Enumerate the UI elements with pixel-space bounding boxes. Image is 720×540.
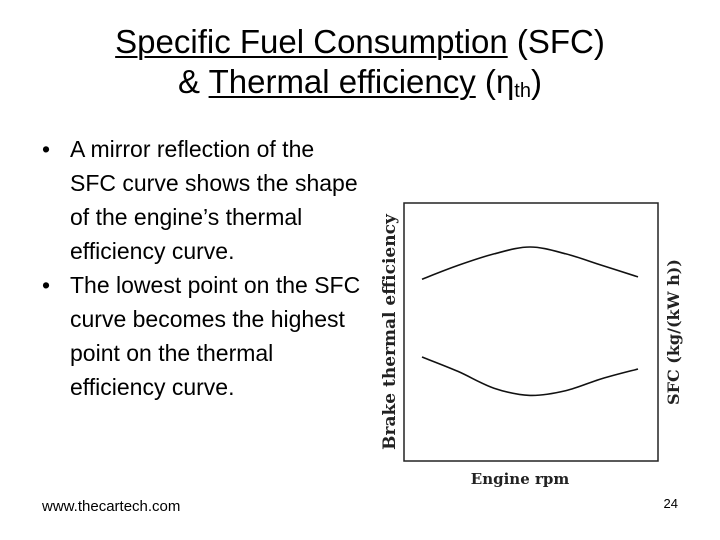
y-axis-label-left: Brake thermal efficiency bbox=[380, 213, 400, 450]
series-layer bbox=[421, 246, 639, 397]
title-ampersand: & bbox=[178, 63, 209, 100]
footer-url: www.thecartech.com bbox=[42, 498, 181, 515]
title-line-2: & Thermal efficiency (ηth) bbox=[0, 62, 720, 111]
bullet-item: • The lowest point on the SFC curve becom… bbox=[42, 268, 362, 404]
slide-title: Specific Fuel Consumption (SFC) & Therma… bbox=[0, 22, 720, 111]
plot-frame bbox=[403, 202, 659, 462]
title-paren-open: ( bbox=[475, 63, 496, 100]
title-sfc-underlined: Specific Fuel Consumption bbox=[115, 23, 508, 60]
title-thermal-underlined: Thermal efficiency bbox=[208, 63, 476, 100]
y-axis-label-right: SFC (kg/(kW h)) bbox=[664, 259, 683, 405]
bullet-list: • A mirror reflection of the SFC curve sh… bbox=[42, 132, 362, 404]
x-axis-label: Engine rpm bbox=[471, 470, 570, 488]
chart-svg: Brake thermal efficiency SFC (kg/(kW h))… bbox=[380, 202, 683, 488]
title-paren-close: ) bbox=[530, 63, 542, 100]
title-sfc-abbrev: (SFC) bbox=[507, 23, 605, 60]
sfc-curve bbox=[421, 356, 639, 397]
bullet-dot-icon: • bbox=[42, 136, 51, 162]
title-eta: η bbox=[495, 63, 515, 100]
page-number: 24 bbox=[663, 496, 678, 511]
bullet-text: A mirror reflection of the SFC curve sho… bbox=[70, 136, 358, 264]
bullet-item: • A mirror reflection of the SFC curve sh… bbox=[42, 132, 362, 268]
bullet-dot-icon: • bbox=[42, 272, 51, 298]
engine-curves-figure: Brake thermal efficiency SFC (kg/(kW h))… bbox=[370, 195, 688, 495]
bullet-text: The lowest point on the SFC curve become… bbox=[70, 272, 361, 400]
efficiency-curve bbox=[421, 246, 639, 280]
title-line-1: Specific Fuel Consumption (SFC) bbox=[0, 22, 720, 62]
title-subscript: th bbox=[514, 80, 531, 102]
